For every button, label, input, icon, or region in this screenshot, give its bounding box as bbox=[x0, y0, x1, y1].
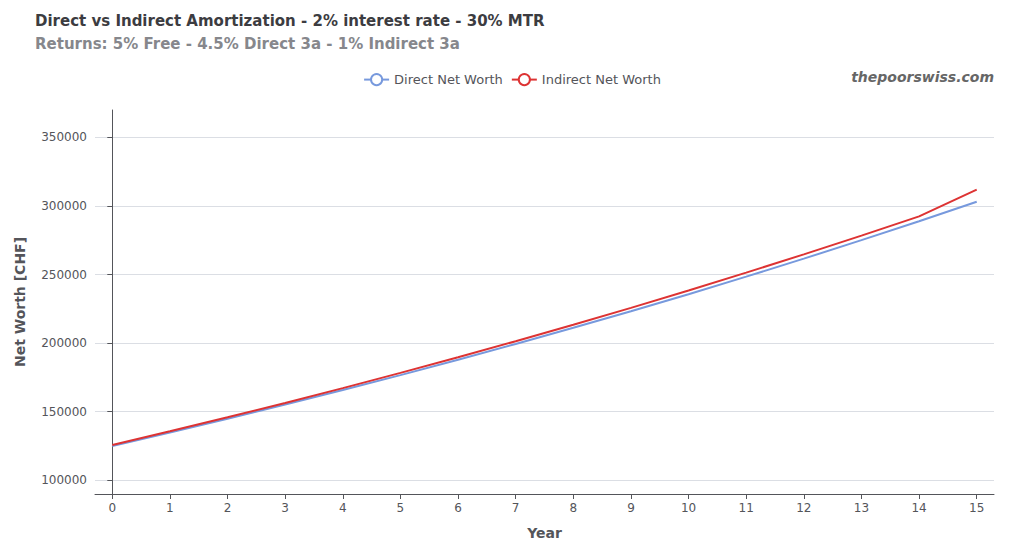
svg-text:6: 6 bbox=[454, 501, 462, 515]
svg-text:14: 14 bbox=[911, 501, 926, 515]
svg-text:200000: 200000 bbox=[41, 336, 87, 350]
svg-text:13: 13 bbox=[854, 501, 869, 515]
svg-text:1: 1 bbox=[166, 501, 174, 515]
svg-text:2: 2 bbox=[224, 501, 232, 515]
svg-text:Year: Year bbox=[526, 525, 562, 541]
svg-text:3: 3 bbox=[281, 501, 289, 515]
svg-text:0: 0 bbox=[108, 501, 116, 515]
svg-text:12: 12 bbox=[796, 501, 811, 515]
svg-text:Indirect Net Worth: Indirect Net Worth bbox=[542, 72, 661, 87]
svg-text:8: 8 bbox=[569, 501, 577, 515]
svg-text:Direct vs Indirect Amortizatio: Direct vs Indirect Amortization - 2% int… bbox=[35, 12, 545, 30]
svg-text:300000: 300000 bbox=[41, 199, 87, 213]
svg-text:Returns: 5% Free - 4.5% Direct: Returns: 5% Free - 4.5% Direct 3a - 1% I… bbox=[35, 35, 460, 53]
svg-text:thepoorswiss.com: thepoorswiss.com bbox=[851, 69, 994, 85]
svg-text:11: 11 bbox=[739, 501, 754, 515]
svg-text:4: 4 bbox=[339, 501, 347, 515]
svg-text:5: 5 bbox=[397, 501, 405, 515]
svg-text:250000: 250000 bbox=[41, 268, 87, 282]
svg-text:150000: 150000 bbox=[41, 405, 87, 419]
svg-text:15: 15 bbox=[969, 501, 984, 515]
svg-text:10: 10 bbox=[681, 501, 696, 515]
svg-text:Net Worth [CHF]: Net Worth [CHF] bbox=[12, 237, 28, 367]
svg-text:Direct Net Worth: Direct Net Worth bbox=[394, 72, 503, 87]
svg-text:350000: 350000 bbox=[41, 130, 87, 144]
svg-text:9: 9 bbox=[627, 501, 635, 515]
svg-text:7: 7 bbox=[512, 501, 520, 515]
svg-text:100000: 100000 bbox=[41, 473, 87, 487]
